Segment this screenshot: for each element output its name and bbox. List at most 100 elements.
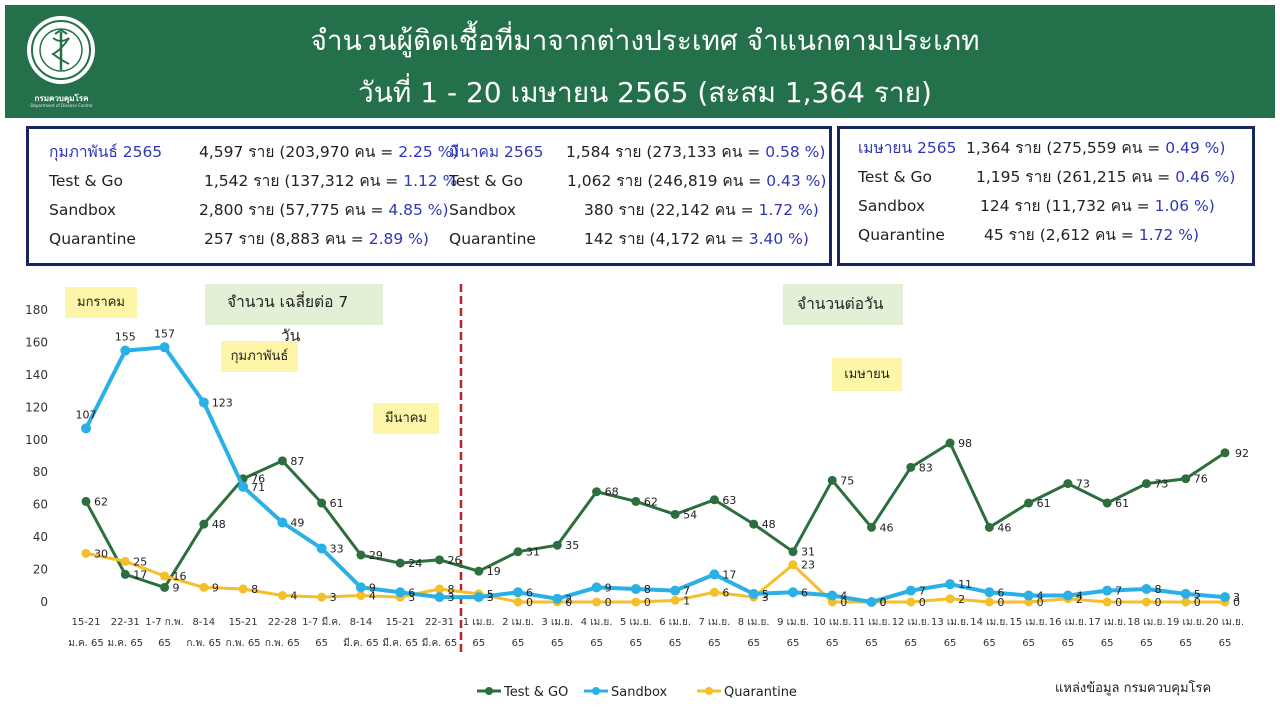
data-point <box>513 597 523 607</box>
data-label: 8 <box>447 583 454 596</box>
stat-value: 257 ราย (8,883 คน = 2.89 %) <box>204 225 429 254</box>
data-point <box>945 438 955 448</box>
data-label: 48 <box>212 518 226 531</box>
data-point <box>277 591 287 601</box>
legend-marker <box>705 687 713 695</box>
data-label: 0 <box>919 596 926 609</box>
data-point <box>1063 479 1073 489</box>
stat-label: Quarantine <box>49 230 136 248</box>
data-label: 92 <box>1235 447 1249 460</box>
stats-feb: กุมภาพันธ์ 2565 4,597 ราย (203,970 คน = … <box>49 138 458 254</box>
stat-label: เมษายน 2565 <box>858 139 957 157</box>
x-tick-label: 16 เม.ย. 65 <box>1049 617 1087 649</box>
y-tick-label: 180 <box>25 303 48 317</box>
data-point <box>277 517 288 528</box>
data-label: 3 <box>330 591 337 604</box>
note-7day-average-suffix: วัน <box>281 327 301 345</box>
data-point <box>749 519 759 529</box>
data-label: 4 <box>290 590 297 603</box>
data-label: 0 <box>1194 596 1201 609</box>
stat-value: 124 ราย (11,732 คน = 1.06 %) <box>980 192 1215 221</box>
legend-marker <box>592 687 600 695</box>
data-label: 157 <box>154 327 175 340</box>
note-march: มีนาคม <box>373 403 439 434</box>
stat-label: Quarantine <box>449 230 536 248</box>
data-label: 4 <box>1076 590 1083 603</box>
data-point <box>199 519 209 529</box>
data-point <box>984 522 994 532</box>
data-point <box>867 522 877 532</box>
data-point <box>866 597 877 607</box>
data-label: 0 <box>605 596 612 609</box>
data-label: 8 <box>644 583 651 596</box>
data-point <box>395 558 405 568</box>
data-label: 16 <box>173 570 187 583</box>
data-label: 23 <box>801 559 815 572</box>
data-label: 83 <box>919 461 933 474</box>
data-point <box>592 597 602 607</box>
x-tick-label: 17 เม.ย. 65 <box>1088 617 1126 649</box>
data-label: 155 <box>115 331 136 344</box>
data-label: 30 <box>94 547 108 560</box>
x-tick-label: 20 เม.ย. 65 <box>1206 617 1244 649</box>
stat-label: Quarantine <box>858 226 945 244</box>
data-point <box>356 591 366 601</box>
data-label: 0 <box>644 596 651 609</box>
x-tick-label: 22-28 ก.พ. 65 <box>265 617 300 649</box>
series-sandbox <box>81 342 1230 607</box>
data-point <box>709 587 719 597</box>
stat-row: กุมภาพันธ์ 2565 4,597 ราย (203,970 คน = … <box>49 138 458 167</box>
stat-percent: 0.46 %) <box>1175 168 1236 186</box>
data-label: 29 <box>369 549 383 562</box>
note-january: มกราคม <box>65 287 137 318</box>
stat-value: 1,195 ราย (261,215 คน = 0.46 %) <box>976 163 1235 192</box>
x-tick-label: 10 เม.ย. 65 <box>813 617 851 649</box>
data-label: 6 <box>722 586 729 599</box>
data-label: 2 <box>958 593 965 606</box>
data-label: 46 <box>880 521 894 534</box>
legend-label: Test & GO <box>503 685 568 700</box>
data-point <box>513 587 524 598</box>
data-label: 46 <box>997 521 1011 534</box>
stat-count: 380 ราย (22,142 คน = <box>584 201 759 219</box>
data-point <box>827 590 838 601</box>
data-label: 0 <box>1154 596 1161 609</box>
data-label: 3 <box>762 591 769 604</box>
stat-percent: 0.49 %) <box>1165 139 1226 157</box>
stat-count: 1,195 ราย (261,215 คน = <box>976 168 1176 186</box>
x-tick-label: 14 เม.ย. 65 <box>970 617 1008 649</box>
stat-label: Test & Go <box>49 172 123 190</box>
data-point <box>945 579 956 590</box>
note-daily-count: จำนวนต่อวัน <box>783 284 903 325</box>
header-banner: กรมควบคุมโรค Department of Disease Contr… <box>5 5 1275 118</box>
data-point <box>395 587 406 598</box>
data-label: 71 <box>251 481 265 494</box>
stat-row: Quarantine 142 ราย (4,172 คน = 3.40 %) <box>449 225 829 254</box>
data-point <box>120 556 130 566</box>
stat-value: 1,584 ราย (273,133 คน = 0.58 %) <box>566 138 825 167</box>
data-label: 49 <box>290 517 304 530</box>
data-point <box>905 585 916 596</box>
x-tick-label: 9 เม.ย. 65 <box>777 617 809 649</box>
y-axis: 0 20 40 60 80 100 120 140 160 180 <box>25 303 48 609</box>
data-point <box>238 481 249 492</box>
data-point <box>1102 585 1113 596</box>
data-label: 76 <box>1194 473 1208 486</box>
data-label: 73 <box>1154 478 1168 491</box>
stat-value: 1,542 ราย (137,312 คน = 1.12 % <box>204 167 457 196</box>
data-label: 61 <box>1037 497 1051 510</box>
stat-count: 1,364 ราย (275,559 คน = <box>966 139 1166 157</box>
data-point <box>748 588 759 599</box>
stat-count: 45 ราย (2,612 คน = <box>984 226 1139 244</box>
data-label: 9 <box>369 581 376 594</box>
data-point <box>552 540 562 550</box>
data-point <box>81 496 91 506</box>
data-point <box>120 569 130 579</box>
data-point <box>160 582 170 592</box>
note-7day-average: จำนวน เฉลี่ยต่อ 7 <box>205 284 383 325</box>
data-label: 76 <box>251 473 265 486</box>
x-tick-label: 12 เม.ย. 65 <box>892 617 930 649</box>
stat-row: Test & Go 1,542 ราย (137,312 คน = 1.12 % <box>49 167 457 196</box>
stat-row: Test & Go 1,195 ราย (261,215 คน = 0.46 %… <box>858 163 1253 192</box>
data-label: 17 <box>133 568 147 581</box>
